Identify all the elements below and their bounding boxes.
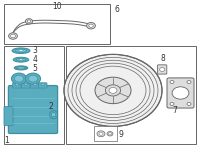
Ellipse shape [16, 58, 26, 61]
Ellipse shape [19, 67, 23, 69]
Circle shape [109, 133, 112, 135]
Circle shape [41, 83, 45, 86]
Circle shape [109, 87, 117, 93]
Circle shape [107, 132, 113, 136]
Text: 7: 7 [173, 106, 177, 116]
FancyBboxPatch shape [158, 65, 167, 74]
Ellipse shape [12, 48, 30, 54]
FancyBboxPatch shape [66, 46, 196, 144]
FancyBboxPatch shape [4, 46, 64, 144]
Circle shape [170, 102, 174, 105]
Circle shape [160, 68, 165, 71]
Circle shape [87, 22, 95, 29]
Circle shape [33, 83, 37, 86]
Text: 6: 6 [115, 5, 119, 14]
Text: 3: 3 [33, 46, 37, 55]
Circle shape [9, 33, 17, 39]
Ellipse shape [17, 67, 25, 69]
Ellipse shape [51, 112, 56, 117]
FancyBboxPatch shape [4, 4, 110, 44]
Ellipse shape [13, 57, 29, 62]
FancyBboxPatch shape [94, 126, 117, 141]
Circle shape [27, 20, 31, 23]
Circle shape [64, 54, 162, 126]
Text: 4: 4 [33, 55, 37, 64]
Circle shape [187, 102, 191, 105]
Circle shape [187, 81, 191, 83]
Ellipse shape [50, 111, 58, 119]
Text: 1: 1 [5, 136, 9, 145]
Circle shape [11, 73, 27, 84]
FancyBboxPatch shape [4, 107, 13, 126]
Circle shape [97, 131, 105, 137]
Circle shape [25, 73, 41, 84]
Circle shape [24, 83, 28, 86]
Ellipse shape [19, 59, 23, 60]
Circle shape [28, 75, 38, 82]
FancyBboxPatch shape [39, 83, 47, 88]
Circle shape [99, 132, 103, 135]
Ellipse shape [14, 66, 28, 70]
Circle shape [25, 19, 33, 24]
Circle shape [172, 87, 189, 99]
FancyBboxPatch shape [13, 83, 21, 88]
Ellipse shape [19, 50, 23, 52]
Circle shape [14, 75, 24, 82]
FancyBboxPatch shape [167, 78, 194, 108]
Circle shape [89, 24, 93, 27]
FancyBboxPatch shape [22, 83, 30, 88]
Text: 5: 5 [33, 64, 37, 73]
Circle shape [95, 77, 131, 104]
Ellipse shape [16, 49, 26, 52]
Circle shape [11, 34, 15, 38]
FancyBboxPatch shape [31, 83, 39, 88]
Text: 10: 10 [52, 2, 62, 11]
FancyBboxPatch shape [8, 86, 58, 133]
Circle shape [170, 81, 174, 83]
Circle shape [105, 85, 121, 96]
Text: 8: 8 [161, 54, 165, 63]
Text: 2: 2 [49, 102, 53, 111]
Text: 9: 9 [119, 130, 123, 139]
Circle shape [15, 83, 19, 86]
